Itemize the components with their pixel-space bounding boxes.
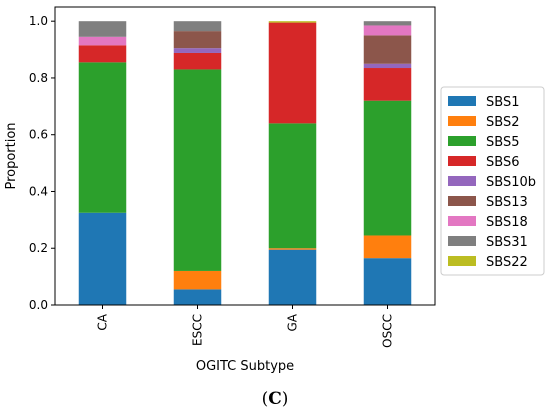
y-tick-label: 0.8	[29, 71, 48, 85]
legend-label-sbs31: SBS31	[486, 235, 528, 250]
y-axis-label: Proportion	[4, 122, 19, 189]
legend-swatch-sbs2	[448, 116, 476, 126]
bar-segment-sbs2-ga	[268, 248, 317, 250]
bar-segment-sbs5-oscc	[363, 100, 412, 236]
legend-label-sbs2: SBS2	[486, 115, 519, 130]
bar-segment-sbs1-oscc	[363, 258, 412, 305]
legend: SBS1 SBS2 SBS5 SBS6 SBS10b SBS13 SBS18 SBS31 SBS…	[440, 86, 545, 276]
x-axis-label: OGITC Subtype	[196, 359, 294, 374]
bar-segment-sbs6-escc	[173, 52, 222, 70]
legend-label-sbs18: SBS18	[486, 215, 528, 230]
bar-segment-sbs1-escc	[173, 289, 222, 305]
caption-close: )	[281, 389, 289, 409]
plot-frame	[54, 6, 436, 306]
legend-swatch-sbs5	[448, 136, 476, 146]
legend-swatch-sbs31	[448, 236, 476, 246]
bar-segment-sbs22-ga	[268, 21, 317, 23]
bar-segment-sbs2-escc	[173, 270, 222, 290]
legend-swatch-sbs1	[448, 96, 476, 106]
stacked-bar-chart: 0.0 0.2 0.4 0.6 0.8 1.0 CA ESCC GA OSCC Proporti…	[4, 6, 545, 374]
legend-box	[440, 86, 545, 276]
bar-segment-sbs1-ca	[78, 212, 127, 305]
bar-segment-sbs18-ca	[78, 36, 127, 46]
bar-segment-sbs10b-escc	[173, 48, 222, 53]
legend-swatch-sbs18	[448, 216, 476, 226]
bar-segment-sbs18-oscc	[363, 25, 412, 36]
bars-layer	[78, 21, 412, 305]
legend-swatch-sbs13	[448, 196, 476, 206]
legend-label-sbs22: SBS22	[486, 255, 528, 270]
bar-segment-sbs6-ca	[78, 45, 127, 63]
figure-caption: (C)	[0, 389, 550, 409]
legend-label-sbs5: SBS5	[486, 135, 519, 150]
x-tick-label-ca: CA	[96, 313, 110, 330]
y-tick-label: 0.6	[29, 128, 48, 142]
y-axis: 0.0 0.2 0.4 0.6 0.8 1.0	[29, 14, 55, 312]
x-tick-label-oscc: OSCC	[381, 314, 395, 348]
y-tick-label: 0.0	[29, 298, 48, 312]
y-tick-label: 0.2	[29, 241, 48, 255]
bar-segment-sbs31-escc	[173, 21, 222, 32]
bar-segment-sbs1-ga	[268, 249, 317, 305]
x-axis: CA ESCC GA OSCC	[96, 305, 395, 348]
bar-segment-sbs5-ga	[268, 123, 317, 249]
x-tick-label-escc: ESCC	[191, 314, 205, 346]
bar-segment-sbs5-ca	[78, 62, 127, 213]
x-tick-label-ga: GA	[286, 313, 300, 331]
bar-segment-sbs6-oscc	[363, 68, 412, 101]
bar-segment-sbs13-oscc	[363, 35, 412, 64]
bar-segment-sbs10b-oscc	[363, 63, 412, 69]
legend-label-sbs6: SBS6	[486, 155, 519, 170]
bar-segment-sbs6-ga	[268, 22, 317, 124]
legend-swatch-sbs6	[448, 156, 476, 166]
caption-letter: C	[268, 389, 282, 409]
legend-label-sbs10b: SBS10b	[486, 175, 536, 190]
y-tick-label: 0.4	[29, 184, 48, 198]
bar-segment-sbs2-oscc	[363, 235, 412, 259]
legend-swatch-sbs22	[448, 256, 476, 266]
y-tick-label: 1.0	[29, 14, 48, 28]
caption-open: (	[261, 389, 269, 409]
bar-segment-sbs31-ca	[78, 21, 127, 37]
bar-segment-sbs31-oscc	[363, 21, 412, 26]
legend-label-sbs13: SBS13	[486, 195, 528, 210]
legend-label-sbs1: SBS1	[486, 95, 519, 110]
bar-segment-sbs5-escc	[173, 69, 222, 271]
bar-segment-sbs13-escc	[173, 31, 222, 49]
legend-swatch-sbs10b	[448, 176, 476, 186]
